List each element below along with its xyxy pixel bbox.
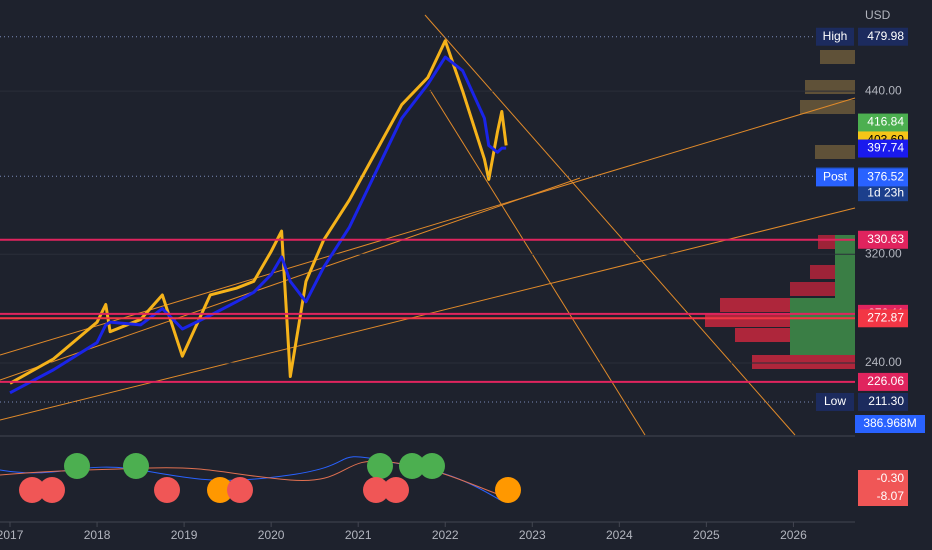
axis-unit: USD: [865, 8, 891, 22]
oscillator-label: -0.30: [877, 471, 905, 485]
x-tick-label: 2019: [171, 528, 198, 542]
price-box: [858, 139, 908, 158]
x-tick-label: 2022: [432, 528, 459, 542]
price-label: 211.30: [868, 394, 904, 408]
oscillator-label: -8.07: [877, 489, 905, 503]
tag-box: [816, 392, 854, 411]
y-tick-label: 440.00: [865, 83, 902, 97]
price-box: [858, 168, 908, 187]
volume-box: [855, 415, 925, 433]
price-label: 272.87: [867, 310, 904, 324]
x-tick-label: 2023: [519, 528, 546, 542]
y-tick-label: 240.00: [865, 355, 902, 369]
oscillator-box: [858, 470, 908, 488]
x-tick-label: 2026: [780, 528, 807, 542]
tag-box: [816, 168, 854, 187]
price-box: [858, 230, 908, 249]
y-tick-label: 320.00: [865, 246, 902, 260]
oscillator: [0, 453, 521, 503]
price-label: 479.98: [867, 29, 904, 43]
tag-label: High: [823, 29, 848, 43]
price-box: [858, 392, 908, 411]
price-label: 416.84: [867, 115, 904, 129]
price-box: [858, 309, 908, 328]
volume-label: 386.968M: [863, 416, 916, 430]
x-tick-label: 2020: [258, 528, 285, 542]
price-label: 226.06: [867, 374, 904, 388]
sub-label: 1d 23h: [867, 185, 904, 199]
tag-label: Post: [823, 170, 848, 184]
price-label: 397.74: [867, 141, 904, 155]
x-tick-label: 2024: [606, 528, 633, 542]
volume-profile: [705, 50, 855, 369]
price-label: 376.52: [867, 170, 904, 184]
price-box: [858, 27, 908, 46]
price-box: [858, 113, 908, 132]
tag-box: [816, 27, 854, 46]
sub-box: [858, 185, 908, 202]
tag-label: Low: [824, 394, 846, 408]
x-tick-label: 2018: [84, 528, 111, 542]
x-tick-label: 2017: [0, 528, 24, 542]
price-label: 330.63: [867, 232, 904, 246]
price-line: [9, 39, 508, 385]
x-tick-label: 2021: [345, 528, 372, 542]
price-line: [9, 55, 507, 395]
oscillator-box: [858, 488, 908, 506]
price-box: [858, 372, 908, 391]
x-tick-label: 2025: [693, 528, 720, 542]
